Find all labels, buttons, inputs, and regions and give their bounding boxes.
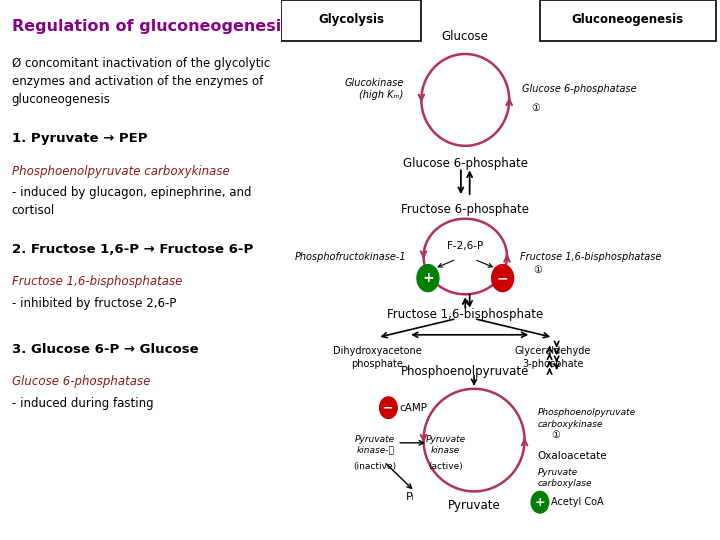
Text: Pyruvate
kinase-ⓟ: Pyruvate kinase-ⓟ (355, 435, 395, 455)
Text: Glucose 6-phosphatase: Glucose 6-phosphatase (12, 375, 150, 388)
Text: Regulation of gluconeogenesis:: Regulation of gluconeogenesis: (12, 19, 297, 34)
Text: Gluconeogenesis: Gluconeogenesis (572, 14, 684, 26)
Circle shape (531, 491, 549, 513)
Text: Phosphoenolpyruvate: Phosphoenolpyruvate (401, 364, 529, 377)
Text: Oxaloacetate: Oxaloacetate (538, 451, 608, 461)
Text: −: − (497, 271, 508, 285)
Text: +: + (422, 271, 433, 285)
Text: Glucose 6-phosphate: Glucose 6-phosphate (402, 157, 528, 170)
Text: Pyruvate
kinase: Pyruvate kinase (426, 435, 466, 455)
Text: Phosphofructokinase-1: Phosphofructokinase-1 (294, 252, 406, 261)
Text: 1. Pyruvate → PEP: 1. Pyruvate → PEP (12, 132, 147, 145)
FancyBboxPatch shape (281, 0, 421, 40)
Text: - induced by glucagon, epinephrine, and
cortisol: - induced by glucagon, epinephrine, and … (12, 186, 251, 217)
Text: Pyruvate: Pyruvate (448, 500, 500, 512)
Text: Ø concomitant inactivation of the glycolytic
enzymes and activation of the enzym: Ø concomitant inactivation of the glycol… (12, 57, 270, 106)
Circle shape (492, 265, 513, 292)
Text: 2. Fructose 1,6-P → Fructose 6-P: 2. Fructose 1,6-P → Fructose 6-P (12, 243, 253, 256)
Text: Pᵢ: Pᵢ (406, 492, 415, 502)
Text: - induced during fasting: - induced during fasting (12, 397, 153, 410)
Text: Glucokinase
(high Kₘ): Glucokinase (high Kₘ) (344, 78, 404, 100)
Circle shape (379, 397, 397, 418)
Text: Glycolysis: Glycolysis (318, 14, 384, 26)
Text: Glucose 6-phosphatase: Glucose 6-phosphatase (523, 84, 637, 94)
Text: ①: ① (531, 103, 540, 113)
Text: ①: ① (551, 430, 559, 440)
Text: cAMP: cAMP (400, 403, 428, 413)
Text: Fructose 6-phosphate: Fructose 6-phosphate (401, 202, 529, 215)
Text: - inhibited by fructose 2,6-P: - inhibited by fructose 2,6-P (12, 297, 176, 310)
Text: Fructose 1,6-bisphosphate: Fructose 1,6-bisphosphate (387, 308, 544, 321)
FancyBboxPatch shape (540, 0, 716, 40)
Text: Pyruvate
carboxylase: Pyruvate carboxylase (538, 468, 593, 488)
Text: +: + (535, 496, 545, 509)
Text: −: − (383, 401, 394, 414)
Text: Fructose 1,6-bisphosphatase: Fructose 1,6-bisphosphatase (12, 275, 182, 288)
Text: Phosphoenolpyruvate carboxykinase: Phosphoenolpyruvate carboxykinase (12, 165, 229, 178)
Text: F-2,6-P: F-2,6-P (447, 241, 483, 251)
Text: Glucose: Glucose (442, 30, 489, 43)
Circle shape (417, 265, 439, 292)
Text: (inactive): (inactive) (354, 462, 397, 471)
Text: Acetyl CoA: Acetyl CoA (551, 497, 603, 507)
Text: (active): (active) (428, 462, 463, 471)
Text: 3. Glucose 6-P → Glucose: 3. Glucose 6-P → Glucose (12, 343, 198, 356)
Text: ①: ① (534, 265, 542, 275)
Text: Fructose 1,6-bisphosphatase: Fructose 1,6-bisphosphatase (520, 252, 662, 261)
Text: Phosphoenolpyruvate
carboxykinase: Phosphoenolpyruvate carboxykinase (538, 408, 636, 429)
Text: Dihydroxyacetone
phosphate: Dihydroxyacetone phosphate (333, 346, 422, 369)
Text: Glyceraldehyde
3-phosphate: Glyceraldehyde 3-phosphate (515, 346, 591, 369)
